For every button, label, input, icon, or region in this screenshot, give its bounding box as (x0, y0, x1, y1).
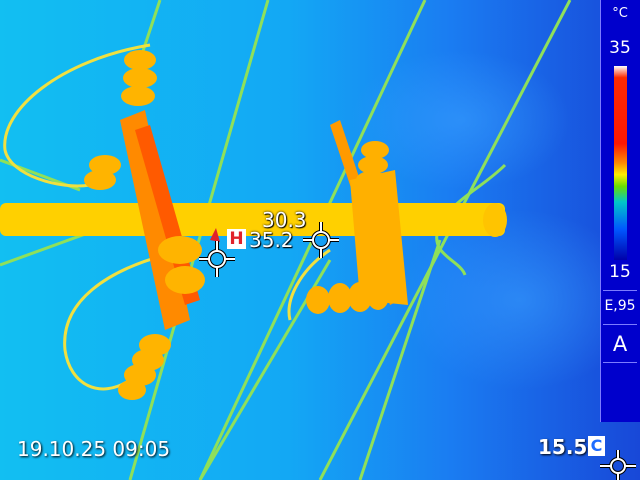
reference-badge: C (588, 436, 605, 456)
temperature-scale-panel: °C 35 15 E,95 A (600, 0, 640, 422)
range-mode-indicator[interactable]: A (612, 332, 628, 356)
right-insulator-assembly (306, 120, 408, 314)
scale-divider (603, 290, 637, 291)
scale-min-value: 15 (609, 262, 631, 282)
capture-datetime: 19.10.25 09:05 (17, 437, 171, 461)
scale-max-value: 35 (609, 38, 631, 58)
left-insulator-assembly (84, 50, 205, 400)
emissivity-setting: E,95 (604, 298, 636, 314)
hot-spot-badge: H (227, 229, 246, 249)
scale-divider (603, 324, 637, 325)
center-spot-temperature: 30.3 (262, 208, 307, 232)
color-palette-bar (614, 66, 627, 260)
scale-divider (603, 362, 637, 363)
hot-spot-temperature: 35.2 (249, 228, 294, 252)
reference-temperature: 15.5 (538, 435, 588, 459)
cloud-patch (400, 210, 640, 390)
unit-label: °C (612, 6, 628, 21)
hot-spot-marker (210, 228, 220, 242)
cloud-patch (350, 50, 570, 190)
